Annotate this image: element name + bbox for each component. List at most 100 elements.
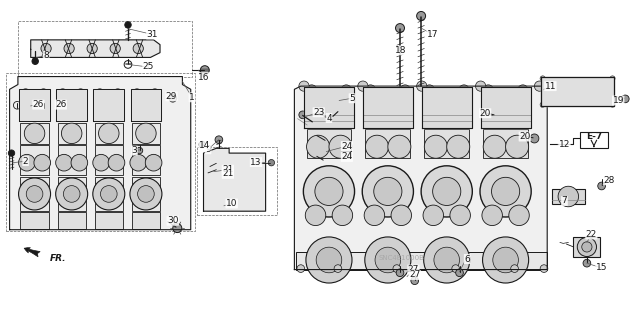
Circle shape (316, 247, 342, 273)
Text: 11: 11 (545, 82, 556, 91)
Bar (197, 147, 277, 215)
Circle shape (136, 123, 156, 144)
Circle shape (200, 66, 209, 75)
Text: 2: 2 (23, 157, 28, 166)
Text: 5: 5 (349, 94, 355, 103)
Text: 20: 20 (519, 132, 531, 141)
Polygon shape (31, 40, 160, 57)
Text: 24: 24 (341, 152, 353, 161)
Bar (573, 237, 600, 257)
Polygon shape (422, 87, 472, 128)
Circle shape (56, 154, 72, 171)
Polygon shape (294, 86, 547, 270)
Circle shape (28, 99, 41, 112)
Circle shape (19, 178, 51, 210)
Circle shape (209, 199, 220, 209)
Circle shape (334, 265, 342, 272)
Circle shape (59, 89, 67, 96)
Polygon shape (541, 77, 614, 106)
Circle shape (133, 43, 143, 54)
Circle shape (341, 85, 351, 95)
Circle shape (64, 43, 74, 54)
Circle shape (396, 269, 404, 277)
Circle shape (411, 277, 419, 285)
Circle shape (204, 170, 210, 177)
Text: 21: 21 (222, 169, 234, 178)
Circle shape (299, 111, 307, 119)
Text: 15: 15 (596, 263, 607, 272)
Circle shape (93, 178, 125, 210)
Circle shape (99, 123, 119, 144)
Text: 10: 10 (226, 199, 237, 208)
Circle shape (364, 205, 385, 226)
Circle shape (365, 135, 388, 158)
Text: 12: 12 (559, 140, 570, 149)
Bar (95, 145, 123, 175)
Text: 26: 26 (33, 100, 44, 109)
Circle shape (34, 154, 51, 171)
Text: 13: 13 (250, 158, 262, 167)
Bar (58, 123, 86, 144)
Bar (206, 175, 260, 193)
Circle shape (22, 89, 29, 96)
Circle shape (452, 265, 460, 272)
Circle shape (61, 123, 82, 144)
Circle shape (24, 123, 45, 144)
Circle shape (138, 186, 154, 202)
Circle shape (374, 177, 402, 205)
Circle shape (71, 154, 88, 171)
Circle shape (378, 98, 397, 117)
Text: 7: 7 (562, 197, 567, 205)
Circle shape (583, 259, 591, 267)
Circle shape (424, 237, 470, 283)
Circle shape (307, 135, 330, 158)
Circle shape (393, 265, 401, 272)
Circle shape (558, 186, 579, 207)
Circle shape (310, 88, 348, 126)
Circle shape (19, 154, 35, 171)
Circle shape (63, 186, 80, 202)
Circle shape (424, 85, 435, 95)
Circle shape (483, 237, 529, 283)
Circle shape (268, 160, 275, 166)
Polygon shape (19, 89, 50, 121)
Circle shape (329, 135, 352, 158)
Circle shape (610, 102, 615, 107)
Circle shape (205, 164, 212, 170)
Circle shape (492, 177, 520, 205)
Circle shape (306, 237, 352, 283)
Circle shape (483, 85, 493, 95)
Bar (6, 73, 195, 231)
Text: 19: 19 (612, 96, 624, 105)
Text: 9: 9 (205, 145, 211, 154)
Text: 20: 20 (479, 109, 491, 118)
Text: 26: 26 (55, 100, 67, 109)
Circle shape (493, 247, 518, 273)
Circle shape (22, 93, 47, 118)
Circle shape (110, 43, 120, 54)
Bar (20, 177, 49, 211)
Bar (20, 123, 49, 144)
Circle shape (391, 205, 412, 226)
Bar (483, 129, 528, 158)
Circle shape (305, 205, 326, 226)
Circle shape (540, 102, 545, 107)
Bar (206, 155, 260, 174)
Circle shape (610, 76, 615, 81)
Circle shape (421, 166, 472, 217)
Polygon shape (93, 89, 124, 121)
Circle shape (136, 147, 143, 154)
Circle shape (319, 98, 339, 117)
Bar (580, 132, 608, 148)
Circle shape (108, 154, 125, 171)
Text: 23: 23 (313, 108, 324, 117)
Text: 21: 21 (222, 165, 234, 174)
Text: 1: 1 (189, 93, 195, 102)
Circle shape (424, 135, 447, 158)
Circle shape (428, 88, 466, 126)
Bar (424, 129, 469, 158)
Circle shape (417, 11, 426, 20)
Circle shape (400, 85, 410, 95)
Bar (95, 177, 123, 211)
Text: 27: 27 (409, 271, 420, 279)
